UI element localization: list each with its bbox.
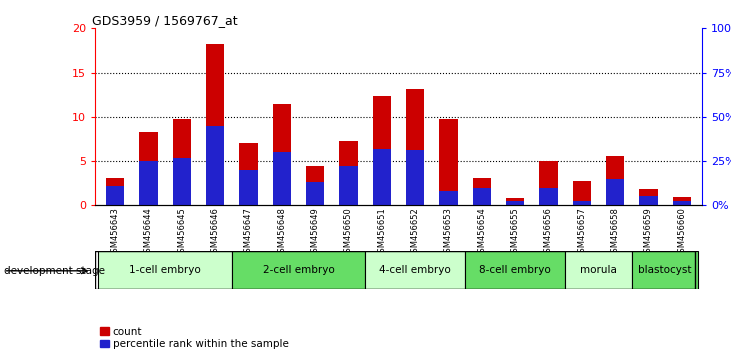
Bar	[406, 150, 424, 205]
Text: GSM456654: GSM456654	[477, 207, 486, 258]
Text: GSM456651: GSM456651	[377, 207, 386, 258]
Legend: count, percentile rank within the sample: count, percentile rank within the sample	[100, 327, 289, 349]
Bar	[173, 158, 191, 205]
Text: GSM456658: GSM456658	[610, 207, 620, 258]
Bar	[406, 88, 424, 205]
Bar	[206, 44, 224, 205]
Text: morula: morula	[580, 265, 617, 275]
Text: GDS3959 / 1569767_at: GDS3959 / 1569767_at	[92, 14, 238, 27]
Text: 2-cell embryo: 2-cell embryo	[262, 265, 334, 275]
Text: 4-cell embryo: 4-cell embryo	[379, 265, 451, 275]
Bar	[639, 188, 658, 205]
Bar	[639, 196, 658, 205]
Text: GSM456655: GSM456655	[510, 207, 520, 258]
Bar	[139, 132, 158, 205]
Bar	[565, 251, 632, 289]
Bar	[373, 96, 391, 205]
Bar	[339, 166, 357, 205]
Bar	[106, 186, 124, 205]
Bar	[139, 161, 158, 205]
Text: development stage: development stage	[4, 266, 105, 276]
Bar	[572, 181, 591, 205]
Text: GSM456643: GSM456643	[110, 207, 120, 258]
Bar	[506, 201, 524, 205]
Bar	[465, 251, 565, 289]
Text: 8-cell embryo: 8-cell embryo	[480, 265, 551, 275]
Bar	[306, 182, 325, 205]
Bar	[339, 141, 357, 205]
Bar	[539, 161, 558, 205]
Text: 1-cell embryo: 1-cell embryo	[129, 265, 201, 275]
Bar	[273, 104, 291, 205]
Bar	[99, 251, 232, 289]
Bar	[606, 179, 624, 205]
Bar	[439, 191, 458, 205]
Bar	[106, 178, 124, 205]
Bar	[273, 152, 291, 205]
Bar	[239, 170, 257, 205]
Text: blastocyst: blastocyst	[638, 265, 692, 275]
Bar	[572, 201, 591, 205]
Text: GSM456659: GSM456659	[644, 207, 653, 258]
Text: GSM456657: GSM456657	[577, 207, 586, 258]
Bar	[472, 178, 491, 205]
Text: GSM456647: GSM456647	[244, 207, 253, 258]
Text: GSM456644: GSM456644	[144, 207, 153, 258]
Bar	[373, 149, 391, 205]
Bar	[239, 143, 257, 205]
Bar	[173, 120, 191, 205]
Bar	[632, 251, 698, 289]
Text: GSM456660: GSM456660	[677, 207, 686, 258]
Text: GSM456652: GSM456652	[411, 207, 420, 258]
Text: GSM456646: GSM456646	[211, 207, 219, 258]
Bar	[539, 188, 558, 205]
Bar	[306, 166, 325, 205]
Text: GSM456650: GSM456650	[344, 207, 353, 258]
Bar	[206, 126, 224, 205]
Text: GSM456648: GSM456648	[277, 207, 287, 258]
Bar	[439, 119, 458, 205]
Bar	[606, 156, 624, 205]
Bar	[232, 251, 365, 289]
Bar	[673, 201, 691, 205]
Text: GSM456649: GSM456649	[311, 207, 319, 258]
Text: GSM456653: GSM456653	[444, 207, 453, 258]
Bar	[472, 188, 491, 205]
Text: GSM456656: GSM456656	[544, 207, 553, 258]
Bar	[365, 251, 465, 289]
Text: GSM456645: GSM456645	[177, 207, 186, 258]
Bar	[673, 198, 691, 205]
Bar	[506, 198, 524, 205]
